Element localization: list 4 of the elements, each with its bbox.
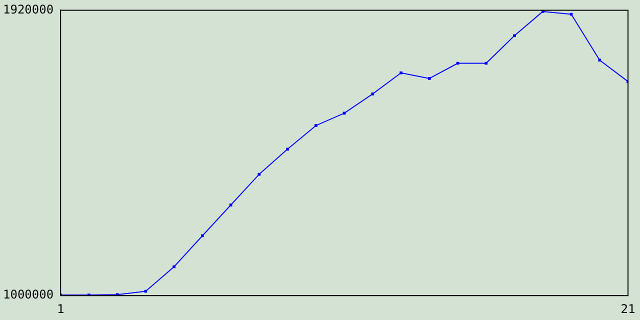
y-tick-label: 1000000 [2, 288, 54, 302]
y-tick-label: 1920000 [2, 2, 54, 16]
x-tick-label: 1 [56, 302, 64, 316]
x-tick-label: 21 [620, 302, 636, 316]
